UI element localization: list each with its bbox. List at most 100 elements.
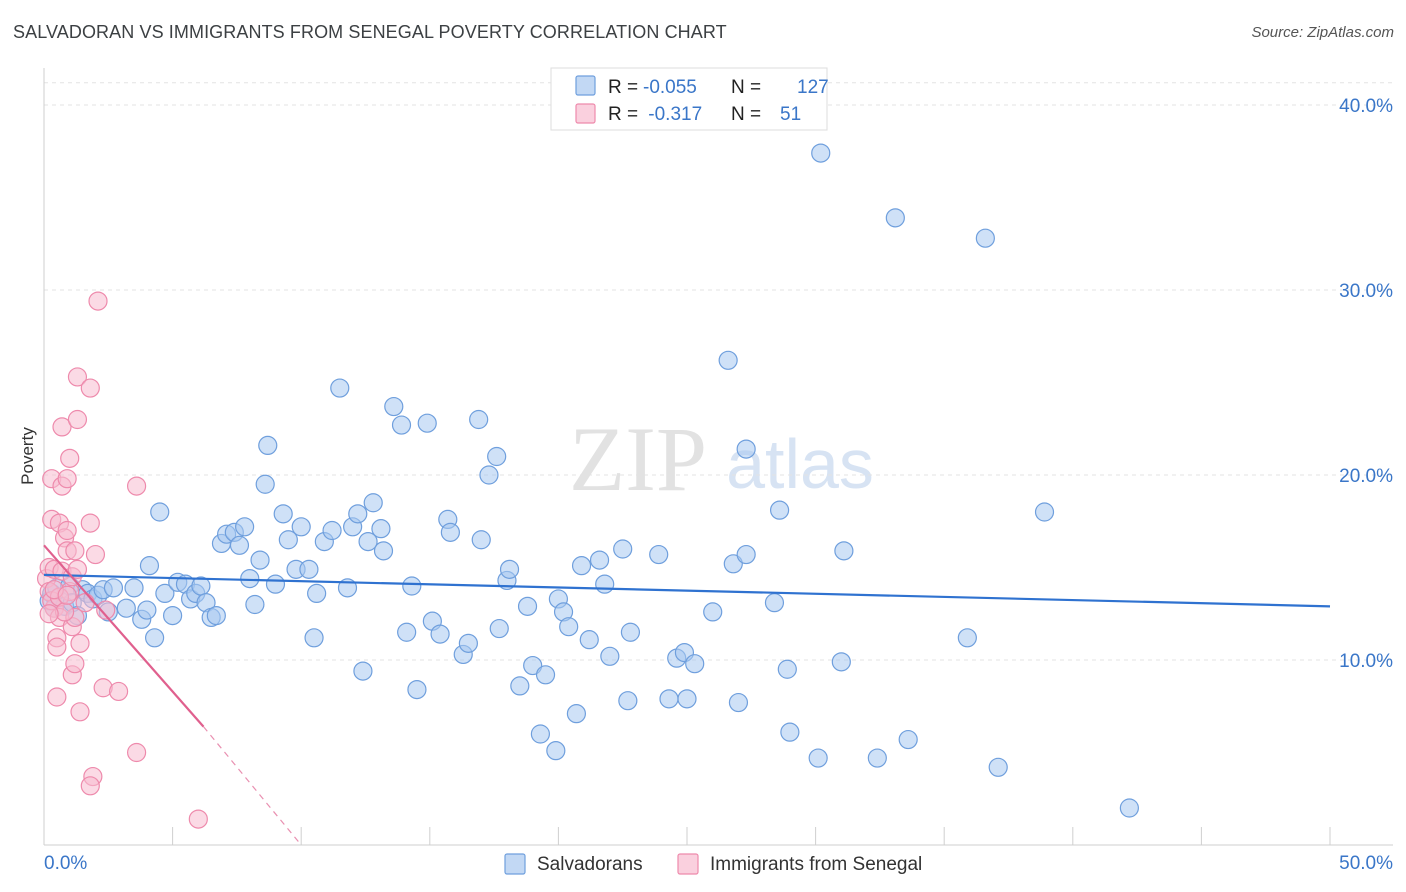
salvadoran-point (358, 531, 378, 552)
salvadoran-point (600, 646, 620, 666)
y-tick-label: 10.0% (1339, 651, 1393, 672)
salvadoran-point (649, 544, 669, 565)
senegal-point (47, 687, 67, 707)
salvadoran-trend-line (43, 573, 1331, 608)
senegal-point (47, 637, 67, 657)
senegal-point (65, 541, 85, 561)
senegal-point (96, 600, 116, 620)
senegal-point (75, 593, 95, 613)
stats-swatch-senegal (575, 103, 596, 124)
salvadoran-point (566, 704, 587, 724)
legend-label-salvadorans: Salvadorans (537, 854, 643, 875)
salvadoran-point (780, 722, 800, 742)
stats-r-label-1: R = (608, 77, 638, 98)
senegal-point (67, 559, 88, 579)
y-tick-label: 40.0% (1339, 96, 1393, 117)
senegal-point (52, 417, 72, 437)
x-ticks (43, 827, 1331, 845)
salvadoran-point (240, 568, 260, 589)
senegal-trend-extension (203, 726, 302, 846)
salvadoran-point (723, 554, 743, 574)
salvadoran-point (1034, 502, 1055, 522)
salvadoran-point (808, 748, 828, 768)
senegal-point (67, 409, 88, 430)
salvadoran-point (487, 446, 507, 467)
salvadoran-point (235, 517, 255, 537)
series-senegal (36, 291, 208, 829)
senegal-point (80, 513, 100, 533)
senegal-point (80, 776, 100, 796)
salvadoran-point (363, 493, 383, 513)
salvadoran-point (718, 350, 738, 370)
senegal-point (85, 544, 106, 565)
salvadoran-point (137, 600, 157, 620)
salvadoran-point (589, 550, 610, 570)
senegal-trend-line (43, 544, 205, 728)
salvadoran-point (988, 757, 1008, 777)
source-label: Source: ZipAtlas.com (1251, 24, 1394, 41)
salvadoran-point (613, 539, 633, 559)
salvadoran-point (430, 624, 450, 644)
senegal-point (188, 809, 208, 829)
y-axis-label: Poverty (18, 427, 37, 485)
salvadoran-point (523, 655, 543, 676)
senegal-point (65, 654, 85, 674)
salvadoran-point (834, 541, 854, 561)
salvadoran-point (811, 143, 831, 163)
salvadoran-point (677, 689, 697, 709)
senegal-point (126, 476, 147, 496)
salvadoran-point (885, 208, 905, 228)
salvadoran-point (371, 519, 391, 539)
salvadoran-point (229, 535, 250, 555)
stats-n-value-2: 51 (780, 104, 801, 125)
watermark-atlas: atlas (726, 425, 874, 503)
salvadoran-point (620, 622, 641, 642)
salvadoran-point (307, 583, 327, 604)
salvadoran-point (139, 556, 160, 576)
salvadoran-point (469, 409, 489, 430)
salvadoran-point (353, 661, 373, 681)
senegal-point (70, 702, 90, 722)
legend-label-senegal: Immigrants from Senegal (710, 854, 922, 875)
salvadoran-point (535, 665, 556, 685)
stats-n-value-1: 127 (797, 77, 829, 98)
salvadoran-point (273, 504, 293, 524)
senegal-point (39, 604, 59, 624)
salvadoran-point (322, 520, 342, 541)
salvadoran-point (250, 550, 270, 570)
salvadoran-point (384, 396, 404, 417)
salvadoran-point (530, 724, 550, 744)
salvadoran-point (764, 593, 785, 613)
salvadoran-point (402, 576, 422, 596)
salvadoran-point (144, 628, 165, 648)
salvadoran-point (559, 617, 579, 637)
stats-n-label-2: N = (731, 104, 761, 125)
salvadoran-point (579, 630, 599, 650)
trend-lines (43, 544, 1331, 846)
salvadoran-point (116, 598, 136, 618)
senegal-point (108, 681, 129, 702)
salvadoran-point (348, 504, 368, 524)
stats-box-frame (550, 67, 828, 131)
senegal-point (88, 291, 108, 311)
senegal-point (57, 585, 77, 605)
salvadoran-point (330, 378, 350, 398)
stats-r-label-2: R = (608, 104, 638, 125)
stats-n-label-1: N = (731, 77, 761, 98)
x-tick-labels: 0.0% 50.0% (44, 853, 1393, 874)
salvadoran-point (265, 574, 286, 594)
salvadoran-point (685, 654, 705, 674)
salvadoran-point (975, 228, 995, 248)
salvadoran-point (510, 676, 530, 696)
salvadoran-point (407, 679, 427, 700)
salvadoran-point (258, 435, 278, 455)
senegal-point (67, 367, 88, 387)
salvadoran-point (703, 602, 723, 622)
senegal-point (57, 520, 77, 541)
salvadoran-point (736, 439, 756, 459)
salvadoran-point (373, 541, 394, 561)
salvadoran-point (546, 741, 566, 761)
salvadoran-point (479, 465, 499, 485)
series-salvadorans (39, 143, 1139, 818)
salvadoran-point (391, 415, 412, 435)
